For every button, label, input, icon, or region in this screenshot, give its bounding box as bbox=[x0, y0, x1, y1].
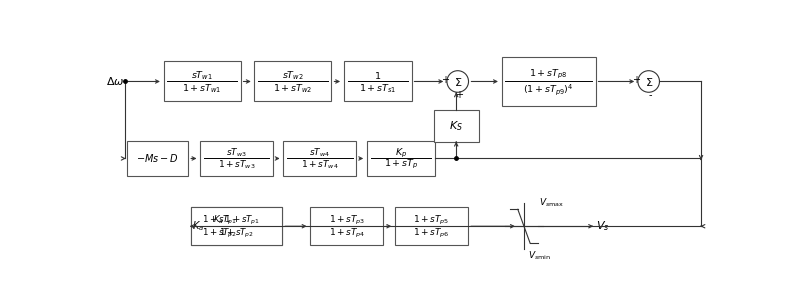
Circle shape bbox=[638, 71, 659, 92]
Text: $1+sT_{w2}$: $1+sT_{w2}$ bbox=[274, 82, 313, 95]
Text: $1+sT_{w3}$: $1+sT_{w3}$ bbox=[218, 158, 255, 171]
Text: +: + bbox=[455, 90, 463, 100]
FancyBboxPatch shape bbox=[434, 110, 478, 142]
FancyBboxPatch shape bbox=[310, 207, 383, 245]
Text: $(1+sT_{p9})^4$: $(1+sT_{p9})^4$ bbox=[523, 82, 574, 96]
FancyBboxPatch shape bbox=[283, 141, 357, 176]
Text: -: - bbox=[649, 90, 652, 100]
FancyBboxPatch shape bbox=[126, 141, 188, 176]
FancyBboxPatch shape bbox=[395, 207, 468, 245]
Text: $1+sT_{p2}$: $1+sT_{p2}$ bbox=[202, 227, 238, 240]
Text: $1+sT_{p1}$: $1+sT_{p1}$ bbox=[202, 213, 238, 227]
Text: $\Sigma$: $\Sigma$ bbox=[454, 76, 462, 88]
Text: +: + bbox=[632, 75, 640, 85]
Text: $\Sigma$: $\Sigma$ bbox=[645, 76, 653, 88]
Text: $1+sT_{p2}$: $1+sT_{p2}$ bbox=[219, 227, 254, 240]
Text: $1+sT_{w4}$: $1+sT_{w4}$ bbox=[301, 158, 338, 171]
Text: $sT_{w3}$: $sT_{w3}$ bbox=[226, 147, 247, 159]
Text: $K_a$: $K_a$ bbox=[192, 219, 204, 233]
Text: $sT_{w2}$: $sT_{w2}$ bbox=[282, 69, 304, 81]
Text: $1+sT_{w1}$: $1+sT_{w1}$ bbox=[182, 82, 222, 95]
FancyBboxPatch shape bbox=[254, 61, 331, 101]
Circle shape bbox=[447, 71, 469, 92]
Text: $K_p$: $K_p$ bbox=[394, 146, 407, 160]
Text: $1+sT_{p4}$: $1+sT_{p4}$ bbox=[329, 227, 365, 240]
FancyBboxPatch shape bbox=[367, 141, 434, 176]
FancyBboxPatch shape bbox=[200, 141, 274, 176]
Text: $1+sT_p$: $1+sT_p$ bbox=[383, 158, 418, 171]
Text: $1+sT_{p8}$: $1+sT_{p8}$ bbox=[530, 68, 568, 81]
Text: $K_a\;1+sT_{p1}$: $K_a\;1+sT_{p1}$ bbox=[214, 213, 260, 227]
Text: $sT_{w4}$: $sT_{w4}$ bbox=[310, 147, 330, 159]
Text: $1+sT_{p5}$: $1+sT_{p5}$ bbox=[414, 213, 450, 227]
Text: $1+sT_{p6}$: $1+sT_{p6}$ bbox=[414, 227, 450, 240]
FancyBboxPatch shape bbox=[191, 207, 282, 245]
FancyBboxPatch shape bbox=[191, 207, 282, 245]
FancyBboxPatch shape bbox=[344, 61, 411, 101]
Text: $K_S$: $K_S$ bbox=[450, 119, 463, 133]
Text: $V_{s\max}$: $V_{s\max}$ bbox=[539, 197, 564, 209]
Text: $-Ms-D$: $-Ms-D$ bbox=[136, 153, 178, 164]
Text: $1+sT_{s1}$: $1+sT_{s1}$ bbox=[359, 82, 397, 95]
FancyBboxPatch shape bbox=[164, 61, 241, 101]
Text: $V_{s\min}$: $V_{s\min}$ bbox=[528, 249, 550, 262]
Text: $1$: $1$ bbox=[374, 70, 382, 81]
Text: $1+sT_{p3}$: $1+sT_{p3}$ bbox=[329, 213, 365, 227]
FancyBboxPatch shape bbox=[502, 57, 595, 106]
Text: $sT_{w1}$: $sT_{w1}$ bbox=[191, 69, 213, 81]
Text: $V_s$: $V_s$ bbox=[596, 219, 610, 233]
Text: $\Delta\omega$: $\Delta\omega$ bbox=[106, 76, 124, 88]
Text: +: + bbox=[441, 75, 449, 85]
